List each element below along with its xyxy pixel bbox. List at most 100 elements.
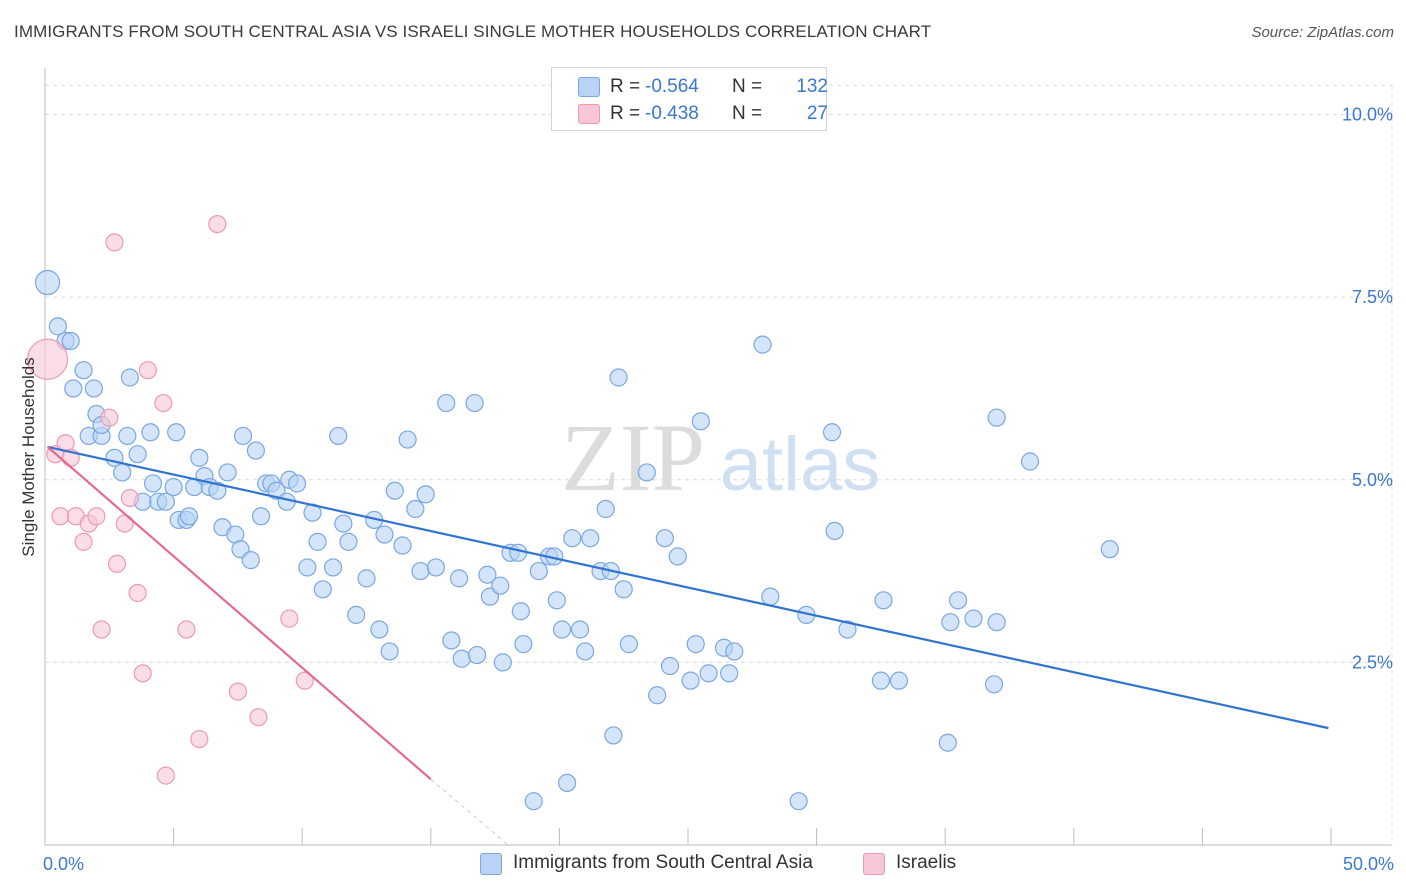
immigrants-point [668,547,687,566]
immigrants-point [681,671,700,690]
immigrants-point [570,620,590,639]
immigrants-point [889,671,909,690]
immigrants-point [452,649,471,668]
immigrants-point [385,481,404,500]
immigrants-point [491,576,510,595]
immigrants-point [581,529,600,548]
immigrants-point [380,642,399,661]
immigrants-point [761,587,780,606]
immigrants-point [838,620,857,639]
immigrants-point [143,474,163,493]
israelis-point [87,507,106,526]
immigrants-point [251,507,271,526]
immigrants-point [1100,540,1119,559]
immigrants-point [120,368,139,387]
y-tick-label: 5.0% [1352,470,1393,490]
immigrants-point [411,561,430,581]
series-label-immigrants: Immigrants from South Central Asia [513,852,813,873]
series-swatch-blue [480,853,502,875]
immigrants-point [637,463,656,482]
immigrants-point [648,686,667,705]
immigrants-point [406,499,425,519]
immigrants-point [156,492,175,511]
immigrants-point [660,656,680,676]
immigrants-point [478,565,497,584]
immigrants-point [720,664,739,683]
israelis-trend-extension [430,778,509,846]
immigrants-point [465,393,484,413]
immigrants-point [948,591,968,610]
israelis-point [120,488,139,508]
legend-n-label: N = [732,76,763,97]
israelis-point [154,393,173,413]
immigrants-point [190,448,209,467]
immigrants-point [725,642,744,661]
immigrants-point [514,635,533,654]
immigrants-point [511,602,530,621]
immigrants-point [241,551,260,570]
immigrants-point [308,532,327,551]
immigrants-point [64,379,83,398]
immigrants-point [113,463,132,482]
immigrants-point [529,561,548,581]
immigrants-point [357,569,376,588]
immigrants-point [398,430,417,449]
israelis-trend-line [46,446,432,781]
immigrants-trend-line [47,445,1329,730]
immigrants-point [334,514,353,533]
immigrants-point [547,591,566,610]
israelis-point [74,532,93,551]
immigrants-point [655,529,674,548]
y-tick-label: 7.5% [1352,287,1393,307]
immigrants-point [329,426,348,446]
israelis-point [51,507,70,526]
legend-n-value: 132 [796,76,828,97]
immigrants-point [339,532,358,551]
immigrants-point [233,426,253,446]
immigrants-point [74,361,93,380]
israelis-point [208,214,227,234]
x-tick-label: 50.0% [1343,854,1394,874]
israelis-point [156,766,175,785]
legend-n-value: 27 [806,103,828,124]
immigrants-point [874,591,893,610]
immigrants-point [524,792,543,811]
chart-title: IMMIGRANTS FROM SOUTH CENTRAL ASIA VS IS… [14,22,932,41]
trend-lines [46,445,1329,846]
immigrants-point [393,536,412,555]
immigrants-point [298,558,317,577]
israelis-point [228,682,247,701]
watermark-zip: ZIP [561,404,705,511]
y-axis-label: Single Mother Households [19,357,38,556]
israelis-point [128,583,147,603]
israelis-point [295,671,314,690]
immigrants-point [619,635,638,654]
immigrants-point [686,635,705,654]
y-tick-label: 10.0% [1342,105,1393,125]
immigrants-point [938,733,957,752]
immigrants-point [179,507,199,526]
immigrants-point [167,423,186,442]
immigrants-point [941,613,960,632]
immigrants-point [789,792,808,811]
israelis-point [177,620,196,639]
immigrants-point [984,675,1004,694]
immigrants-point [246,441,266,460]
immigrants-point [313,580,332,599]
immigrants-point [467,645,487,665]
immigrants-point [48,317,67,336]
immigrants-point [118,426,137,446]
immigrants-point [509,543,528,562]
immigrants-point [208,481,227,500]
immigrants-point [596,499,615,519]
immigrants-point [437,393,456,413]
immigrants-point [964,609,983,628]
israelis-point [190,729,209,749]
immigrants-point [34,269,61,296]
israelis-point [107,554,127,573]
legend-r-value: -0.564 [645,76,699,97]
watermark: ZIP atlas [561,404,880,511]
source-credit: Source: ZipAtlas.com [1251,24,1394,41]
immigrants-point [347,605,366,625]
immigrants-point [753,335,772,354]
